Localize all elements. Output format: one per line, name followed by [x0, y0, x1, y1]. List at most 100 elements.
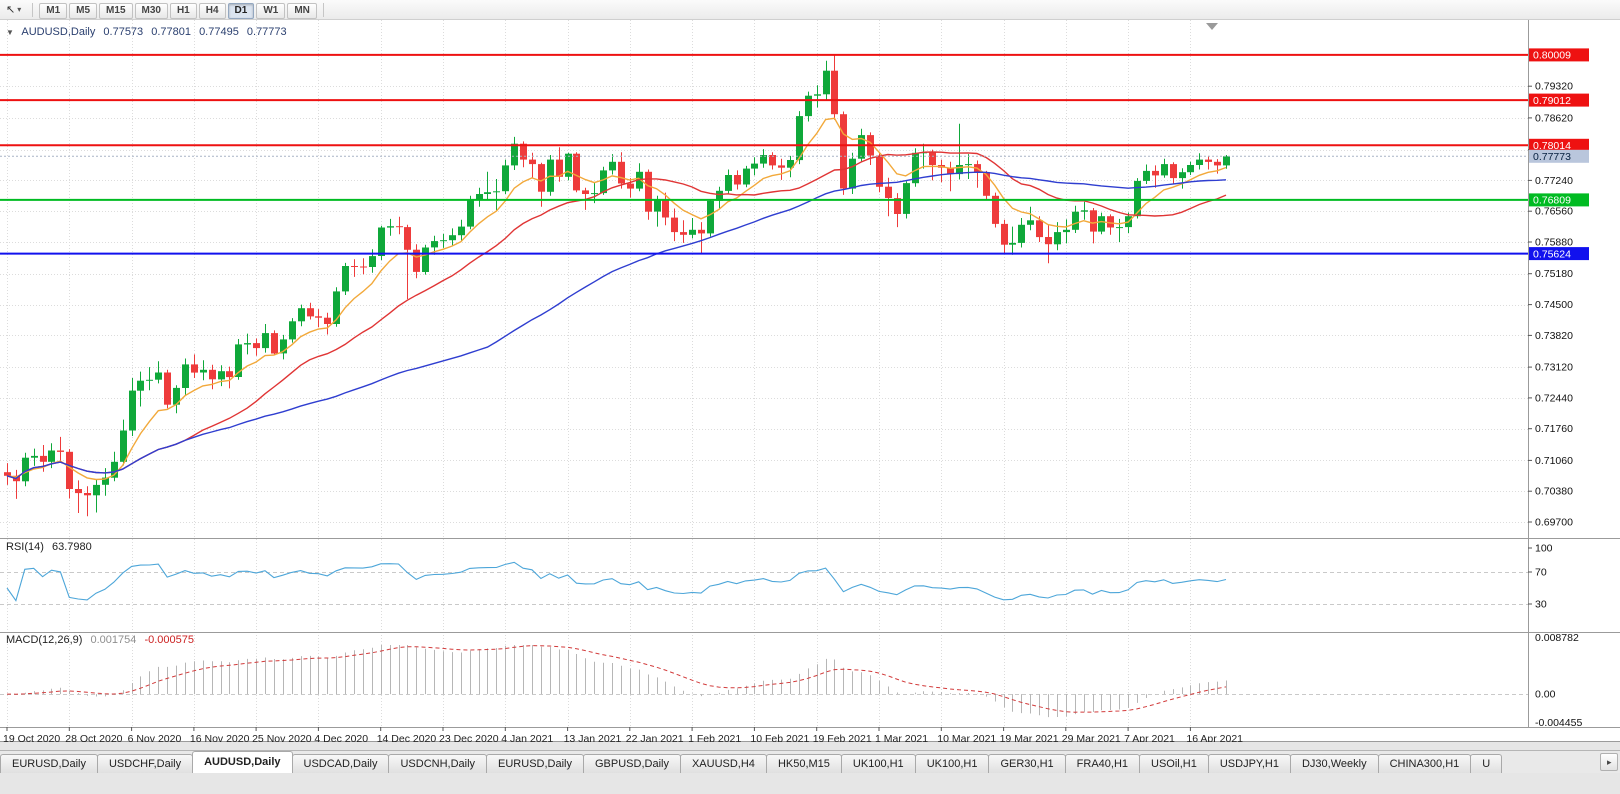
macd-main-value: 0.001754	[90, 634, 137, 646]
date-axis-label: 25 Nov 2020	[252, 733, 312, 742]
price-axis-label: 0.70380	[1535, 486, 1573, 498]
current-price-label-text: 0.77773	[1533, 151, 1571, 163]
price-level-label-0.76809[interactable]: 0.76809	[1529, 193, 1589, 207]
timeframe-button-d1[interactable]: D1	[227, 2, 255, 19]
chart-tab-eurusd-daily[interactable]: EURUSD,Daily	[0, 754, 98, 773]
ohlc-open: 0.77573	[103, 26, 144, 38]
grid-lines	[0, 20, 1528, 727]
cursor-tool-icon[interactable]: ↖	[6, 4, 16, 16]
ma-line-sma-21	[6, 151, 1227, 480]
timeframe-button-m5[interactable]: M5	[69, 2, 98, 19]
chart-tab-u[interactable]: U	[1470, 754, 1503, 773]
price-axis-label: 0.73120	[1535, 362, 1573, 374]
price-chart-canvas[interactable]: 0.793200.786200.779200.772400.765600.758…	[0, 20, 1620, 742]
collapse-triangle-icon[interactable]: ▼	[6, 28, 14, 37]
date-axis-label: 23 Dec 2020	[439, 733, 499, 742]
chart-tab-ger30-h1[interactable]: GER30,H1	[988, 754, 1066, 773]
toolbar-separator	[32, 2, 34, 17]
chart-ohlc-line: ▼ AUDUSD,Daily 0.77573 0.77801 0.77495 0…	[6, 26, 292, 38]
rsi-axis-label: 30	[1535, 599, 1547, 611]
date-axis-label: 28 Oct 2020	[65, 733, 122, 742]
timeframe-button-m30[interactable]: M30	[134, 2, 168, 19]
chart-tab-audusd-daily[interactable]: AUDUSD,Daily	[192, 751, 293, 773]
date-axis-label: 16 Apr 2021	[1186, 733, 1243, 742]
macd-name: MACD(12,26,9)	[6, 634, 83, 646]
date-axis-label: 4 Jan 2021	[501, 733, 553, 742]
chart-tab-xauusd-h4[interactable]: XAUUSD,H4	[679, 754, 767, 773]
macd-signal-value: -0.000575	[144, 634, 194, 646]
cursor-tool-caret-icon[interactable]: ▾	[17, 5, 22, 14]
toolbar-separator	[322, 2, 324, 17]
date-axis-label: 19 Feb 2021	[813, 733, 872, 742]
chart-tabs-bar: EURUSD,Daily USDCHF,Daily AUDUSD,Daily USDC…	[0, 750, 1620, 773]
price-axis-label: 0.69700	[1535, 517, 1573, 529]
timeframe-button-h4[interactable]: H4	[198, 2, 226, 19]
chart-tab-hk50-m15[interactable]: HK50,M15	[765, 754, 842, 773]
rsi-value: 63.7980	[51, 541, 92, 553]
price-level-label-0.79012[interactable]: 0.79012	[1529, 93, 1589, 107]
date-axis[interactable]: 19 Oct 2020 28 Oct 2020 6 Nov 2020 16 Nov 2…	[3, 727, 1243, 742]
rsi-indicator-label: RSI(14) 63.7980	[6, 541, 97, 553]
price-level-label-0.79012-text: 0.79012	[1533, 95, 1571, 107]
date-axis-label: 6 Nov 2020	[128, 733, 182, 742]
price-level-label-0.80009[interactable]: 0.80009	[1529, 48, 1589, 62]
timeframe-buttons-group: M1 M5 M15 M30 H1 H4 D1 W1 MN	[38, 0, 318, 19]
price-axis-label: 0.73820	[1535, 330, 1573, 342]
macd-axis-label: 0.008782	[1535, 632, 1579, 644]
ohlc-high: 0.77801	[151, 26, 191, 38]
date-axis-label: 14 Dec 2020	[377, 733, 437, 742]
rsi-axis-label: 70	[1535, 567, 1547, 579]
pane-separators	[0, 20, 1620, 742]
price-axis-label: 0.79320	[1535, 81, 1573, 93]
timeframe-button-w1[interactable]: W1	[256, 2, 286, 19]
timeframe-button-m15[interactable]: M15	[99, 2, 133, 19]
price-axis-label: 0.71060	[1535, 455, 1573, 467]
chart-tab-usdcnh-daily[interactable]: USDCNH,Daily	[388, 754, 488, 773]
price-axis-label: 0.71760	[1535, 423, 1573, 435]
timeframe-button-h1[interactable]: H1	[169, 2, 197, 19]
top-toolbar: ↖ ▾ M1 M5 M15 M30 H1 H4 D1 W1 MN	[0, 0, 1620, 20]
chart-tab-gbpusd-daily[interactable]: GBPUSD,Daily	[583, 754, 681, 773]
chart-tab-usdjpy-h1[interactable]: USDJPY,H1	[1207, 754, 1291, 773]
chart-tab-fra40-h1[interactable]: FRA40,H1	[1064, 754, 1141, 773]
chart-tab-usdchf-daily[interactable]: USDCHF,Daily	[96, 754, 194, 773]
chart-background	[0, 20, 1620, 742]
rsi-axis-label: 100	[1535, 543, 1553, 555]
date-axis-label: 10 Mar 2021	[937, 733, 996, 742]
price-level-label-0.75624[interactable]: 0.75624	[1529, 247, 1589, 260]
current-price-label: 0.77773	[1529, 149, 1589, 163]
date-axis-label: 4 Dec 2020	[314, 733, 368, 742]
chart-tab-usoil-h1[interactable]: USOil,H1	[1139, 754, 1209, 773]
date-axis-label: 29 Mar 2021	[1062, 733, 1121, 742]
tabs-scroll-right-button[interactable]: ▸	[1600, 753, 1618, 771]
price-level-label-0.78014-text: 0.78014	[1533, 140, 1571, 152]
chart-tab-dj30-weekly[interactable]: DJ30,Weekly	[1289, 754, 1379, 773]
date-axis-label: 19 Mar 2021	[1000, 733, 1059, 742]
chart-tab-eurusd-daily[interactable]: EURUSD,Daily	[486, 754, 584, 773]
chart-tab-uk100-h1[interactable]: UK100,H1	[914, 754, 990, 773]
ohlc-low: 0.77495	[199, 26, 239, 38]
date-axis-label: 10 Feb 2021	[750, 733, 809, 742]
ma-line-ema-8	[6, 117, 1227, 481]
price-axis-label: 0.75880	[1535, 237, 1573, 249]
macd-histogram	[16, 645, 1227, 718]
chart-area[interactable]: 0.793200.786200.779200.772400.765600.758…	[0, 20, 1620, 742]
chart-tab-uk100-h1[interactable]: UK100,H1	[840, 754, 916, 773]
chart-tab-usdcad-daily[interactable]: USDCAD,Daily	[291, 754, 390, 773]
date-axis-label: 1 Feb 2021	[688, 733, 741, 742]
date-axis-label: 13 Jan 2021	[564, 733, 622, 742]
price-level-label-0.75624-text: 0.75624	[1533, 248, 1571, 260]
ma-line-sma-55	[6, 171, 1227, 480]
price-level-label-0.78014[interactable]: 0.78014	[1529, 138, 1589, 152]
rsi-name: RSI(14)	[6, 541, 44, 553]
price-axis-label: 0.72440	[1535, 392, 1573, 404]
chart-tab-china300-h1[interactable]: CHINA300,H1	[1377, 754, 1472, 773]
date-axis-label: 7 Apr 2021	[1124, 733, 1175, 742]
timeframe-button-m1[interactable]: M1	[39, 2, 68, 19]
date-axis-label: 1 Mar 2021	[875, 733, 928, 742]
date-axis-label: 22 Jan 2021	[626, 733, 684, 742]
price-axis-label: 0.76560	[1535, 206, 1573, 218]
chart-shift-marker-icon	[1206, 23, 1218, 30]
timeframe-button-mn[interactable]: MN	[287, 2, 317, 19]
